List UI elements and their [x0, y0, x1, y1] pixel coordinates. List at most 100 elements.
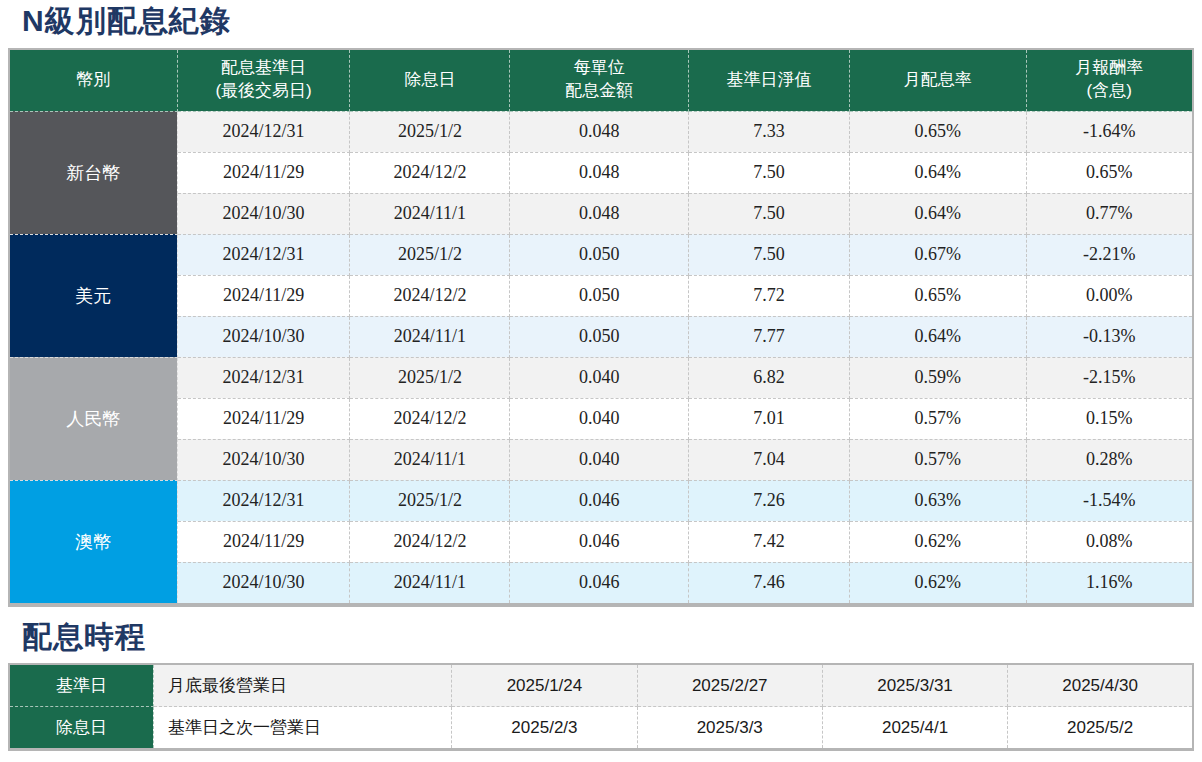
data-cell: 7.04 [689, 439, 850, 480]
data-cell: 0.00% [1026, 275, 1193, 316]
schedule-label-cell: 基準日 [9, 664, 153, 707]
column-header: 月配息率 [850, 49, 1026, 112]
data-cell: 2024/12/31 [177, 480, 350, 521]
column-header: 幣別 [9, 49, 177, 112]
data-cell: 0.048 [510, 152, 689, 193]
data-cell: 2024/12/31 [177, 234, 350, 275]
data-cell: 0.046 [510, 521, 689, 562]
data-cell: 0.048 [510, 111, 689, 152]
data-cell: 0.040 [510, 439, 689, 480]
schedule-date-cell: 2025/4/1 [822, 707, 1007, 750]
data-cell: -1.54% [1026, 480, 1193, 521]
data-cell: 7.50 [689, 193, 850, 234]
schedule-date-cell: 2025/3/31 [822, 664, 1007, 707]
data-cell: 0.050 [510, 275, 689, 316]
data-cell: 2024/12/31 [177, 111, 350, 152]
dividend-row: 2024/10/302024/11/10.0507.770.64%-0.13% [9, 316, 1193, 357]
data-cell: 2024/12/2 [350, 275, 510, 316]
dividend-row: 2024/11/292024/12/20.0487.500.64%0.65% [9, 152, 1193, 193]
data-cell: 0.65% [850, 111, 1026, 152]
dividend-row: 2024/10/302024/11/10.0487.500.64%0.77% [9, 193, 1193, 234]
data-cell: 0.050 [510, 316, 689, 357]
data-cell: 2024/11/1 [350, 316, 510, 357]
data-cell: 0.57% [850, 398, 1026, 439]
data-cell: 0.65% [1026, 152, 1193, 193]
data-cell: -1.64% [1026, 111, 1193, 152]
data-cell: -0.13% [1026, 316, 1193, 357]
data-cell: 2024/11/1 [350, 193, 510, 234]
schedule-description-cell: 基準日之次一營業日 [153, 707, 451, 750]
dividend-row: 2024/11/292024/12/20.0467.420.62%0.08% [9, 521, 1193, 562]
data-cell: 0.08% [1026, 521, 1193, 562]
data-cell: 7.01 [689, 398, 850, 439]
data-cell: 0.62% [850, 562, 1026, 605]
dividend-row: 2024/11/292024/12/20.0507.720.65%0.00% [9, 275, 1193, 316]
data-cell: 6.82 [689, 357, 850, 398]
data-cell: 2024/11/29 [177, 275, 350, 316]
data-cell: 7.50 [689, 234, 850, 275]
data-cell: 2025/1/2 [350, 480, 510, 521]
column-header: 除息日 [350, 49, 510, 112]
data-cell: 2024/11/29 [177, 398, 350, 439]
data-cell: 7.72 [689, 275, 850, 316]
data-cell: -2.15% [1026, 357, 1193, 398]
data-cell: 7.46 [689, 562, 850, 605]
data-cell: 2025/1/2 [350, 357, 510, 398]
data-cell: 0.64% [850, 152, 1026, 193]
data-cell: 7.50 [689, 152, 850, 193]
dividend-records-table: 幣別配息基準日 (最後交易日)除息日每單位 配息金額基準日淨值月配息率月報酬率 … [8, 48, 1194, 607]
data-cell: 2024/11/29 [177, 521, 350, 562]
data-cell: 0.046 [510, 562, 689, 605]
data-cell: 0.62% [850, 521, 1026, 562]
dividend-row: 2024/10/302024/11/10.0467.460.62%1.16% [9, 562, 1193, 605]
data-cell: 2024/12/2 [350, 152, 510, 193]
data-cell: 0.63% [850, 480, 1026, 521]
schedule-title: 配息時程 [22, 620, 1202, 655]
dividend-row: 新台幣2024/12/312025/1/20.0487.330.65%-1.64… [9, 111, 1193, 152]
data-cell: 2024/10/30 [177, 562, 350, 605]
schedule-row: 基準日月底最後營業日2025/1/242025/2/272025/3/31202… [9, 664, 1193, 707]
data-cell: -2.21% [1026, 234, 1193, 275]
dividend-row: 澳幣2024/12/312025/1/20.0467.260.63%-1.54% [9, 480, 1193, 521]
data-cell: 2024/11/29 [177, 152, 350, 193]
column-header: 每單位 配息金額 [510, 49, 689, 112]
dividend-row: 2024/10/302024/11/10.0407.040.57%0.28% [9, 439, 1193, 480]
data-cell: 0.64% [850, 193, 1026, 234]
data-cell: 7.26 [689, 480, 850, 521]
column-header: 配息基準日 (最後交易日) [177, 49, 350, 112]
data-cell: 0.050 [510, 234, 689, 275]
data-cell: 0.040 [510, 357, 689, 398]
schedule-date-cell: 2025/1/24 [452, 664, 637, 707]
column-header: 基準日淨值 [689, 49, 850, 112]
data-cell: 0.040 [510, 398, 689, 439]
data-cell: 2024/11/1 [350, 439, 510, 480]
schedule-date-cell: 2025/4/30 [1008, 664, 1193, 707]
data-cell: 0.048 [510, 193, 689, 234]
data-cell: 2024/11/1 [350, 562, 510, 605]
dividend-row: 人民幣2024/12/312025/1/20.0406.820.59%-2.15… [9, 357, 1193, 398]
data-cell: 0.046 [510, 480, 689, 521]
data-cell: 0.28% [1026, 439, 1193, 480]
data-cell: 0.15% [1026, 398, 1193, 439]
data-cell: 7.77 [689, 316, 850, 357]
dividend-row: 美元2024/12/312025/1/20.0507.500.67%-2.21% [9, 234, 1193, 275]
data-cell: 2025/1/2 [350, 111, 510, 152]
data-cell: 2024/10/30 [177, 439, 350, 480]
schedule-date-cell: 2025/3/3 [637, 707, 822, 750]
dividend-records-title: N級別配息紀錄 [22, 4, 1202, 39]
data-cell: 2024/10/30 [177, 316, 350, 357]
data-cell: 2024/12/31 [177, 357, 350, 398]
data-cell: 2024/12/2 [350, 398, 510, 439]
data-cell: 0.67% [850, 234, 1026, 275]
schedule-date-cell: 2025/2/27 [637, 664, 822, 707]
schedule-row: 除息日基準日之次一營業日2025/2/32025/3/32025/4/12025… [9, 707, 1193, 750]
data-cell: 2024/12/2 [350, 521, 510, 562]
data-cell: 2024/10/30 [177, 193, 350, 234]
data-cell: 2025/1/2 [350, 234, 510, 275]
data-cell: 0.57% [850, 439, 1026, 480]
currency-cell: 澳幣 [9, 480, 177, 605]
data-cell: 0.64% [850, 316, 1026, 357]
schedule-label-cell: 除息日 [9, 707, 153, 750]
column-header: 月報酬率 (含息) [1026, 49, 1193, 112]
dividend-row: 2024/11/292024/12/20.0407.010.57%0.15% [9, 398, 1193, 439]
